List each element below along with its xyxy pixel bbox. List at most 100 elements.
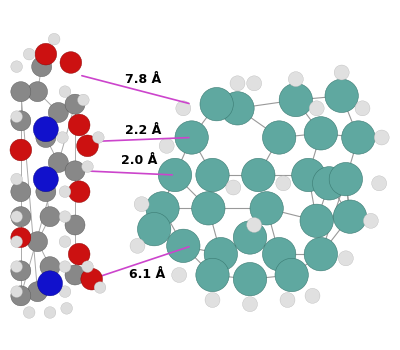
- Circle shape: [233, 221, 267, 254]
- Circle shape: [82, 161, 93, 173]
- Circle shape: [288, 72, 303, 87]
- Circle shape: [138, 212, 171, 246]
- Circle shape: [230, 76, 245, 91]
- Circle shape: [59, 236, 71, 247]
- Circle shape: [363, 214, 378, 228]
- Circle shape: [11, 211, 22, 223]
- Circle shape: [167, 229, 200, 262]
- Circle shape: [204, 238, 238, 271]
- Text: 2.2 Å: 2.2 Å: [125, 124, 161, 137]
- Circle shape: [60, 52, 82, 74]
- Circle shape: [59, 86, 71, 98]
- Circle shape: [11, 236, 22, 247]
- Circle shape: [68, 181, 90, 203]
- Circle shape: [11, 173, 22, 185]
- Circle shape: [226, 180, 241, 195]
- Circle shape: [68, 243, 90, 265]
- Circle shape: [134, 197, 149, 212]
- Circle shape: [280, 293, 295, 308]
- Circle shape: [192, 192, 225, 225]
- Circle shape: [44, 307, 56, 319]
- Circle shape: [292, 158, 325, 192]
- Circle shape: [233, 262, 267, 296]
- Circle shape: [276, 176, 291, 191]
- Circle shape: [28, 82, 48, 102]
- Text: 6.1 Å: 6.1 Å: [129, 268, 166, 281]
- Circle shape: [158, 158, 192, 192]
- Text: 2.0 Å: 2.0 Å: [121, 154, 157, 167]
- Circle shape: [172, 267, 187, 282]
- Circle shape: [325, 79, 358, 112]
- Circle shape: [59, 186, 71, 197]
- Circle shape: [247, 76, 262, 91]
- Circle shape: [175, 121, 208, 154]
- Circle shape: [40, 206, 60, 227]
- Circle shape: [59, 211, 71, 223]
- Circle shape: [221, 92, 254, 125]
- Circle shape: [40, 257, 60, 276]
- Text: 7.8 Å: 7.8 Å: [125, 73, 161, 86]
- Circle shape: [196, 158, 229, 192]
- Circle shape: [146, 192, 179, 225]
- Circle shape: [32, 57, 52, 77]
- Circle shape: [374, 130, 389, 145]
- Circle shape: [35, 43, 57, 65]
- Circle shape: [250, 192, 283, 225]
- Circle shape: [262, 238, 296, 271]
- Circle shape: [77, 135, 98, 157]
- Circle shape: [242, 297, 258, 312]
- Circle shape: [94, 282, 106, 293]
- Circle shape: [23, 48, 35, 60]
- Circle shape: [275, 258, 308, 292]
- Circle shape: [38, 271, 62, 296]
- Circle shape: [36, 127, 56, 147]
- Circle shape: [65, 265, 85, 285]
- Circle shape: [329, 162, 362, 196]
- Circle shape: [11, 111, 22, 122]
- Circle shape: [355, 101, 370, 116]
- Circle shape: [11, 182, 31, 202]
- Circle shape: [304, 117, 338, 150]
- Circle shape: [11, 286, 31, 306]
- Circle shape: [81, 268, 102, 290]
- Circle shape: [28, 232, 48, 252]
- Circle shape: [159, 138, 174, 153]
- Circle shape: [11, 111, 31, 131]
- Circle shape: [130, 238, 145, 253]
- Circle shape: [57, 132, 68, 144]
- Circle shape: [247, 217, 262, 232]
- Circle shape: [11, 261, 31, 281]
- Circle shape: [196, 258, 229, 292]
- Circle shape: [11, 61, 22, 72]
- Circle shape: [10, 139, 32, 161]
- Circle shape: [11, 228, 31, 247]
- Circle shape: [11, 82, 31, 102]
- Circle shape: [65, 94, 85, 114]
- Circle shape: [11, 206, 31, 227]
- Circle shape: [242, 158, 275, 192]
- Circle shape: [61, 302, 72, 314]
- Circle shape: [300, 204, 333, 238]
- Circle shape: [333, 200, 367, 233]
- Circle shape: [338, 251, 353, 266]
- Circle shape: [33, 117, 58, 142]
- Circle shape: [262, 121, 296, 154]
- Circle shape: [279, 83, 312, 117]
- Circle shape: [78, 94, 89, 106]
- Circle shape: [33, 167, 58, 192]
- Circle shape: [68, 114, 90, 136]
- Circle shape: [65, 161, 85, 181]
- Circle shape: [48, 103, 68, 122]
- Circle shape: [372, 176, 387, 191]
- Circle shape: [305, 288, 320, 303]
- Circle shape: [11, 261, 22, 273]
- Circle shape: [23, 307, 35, 319]
- Circle shape: [36, 182, 56, 202]
- Circle shape: [11, 286, 22, 298]
- Circle shape: [312, 167, 346, 200]
- Circle shape: [48, 153, 68, 173]
- Circle shape: [92, 132, 104, 144]
- Circle shape: [334, 65, 349, 80]
- Circle shape: [82, 261, 93, 273]
- Circle shape: [200, 88, 233, 121]
